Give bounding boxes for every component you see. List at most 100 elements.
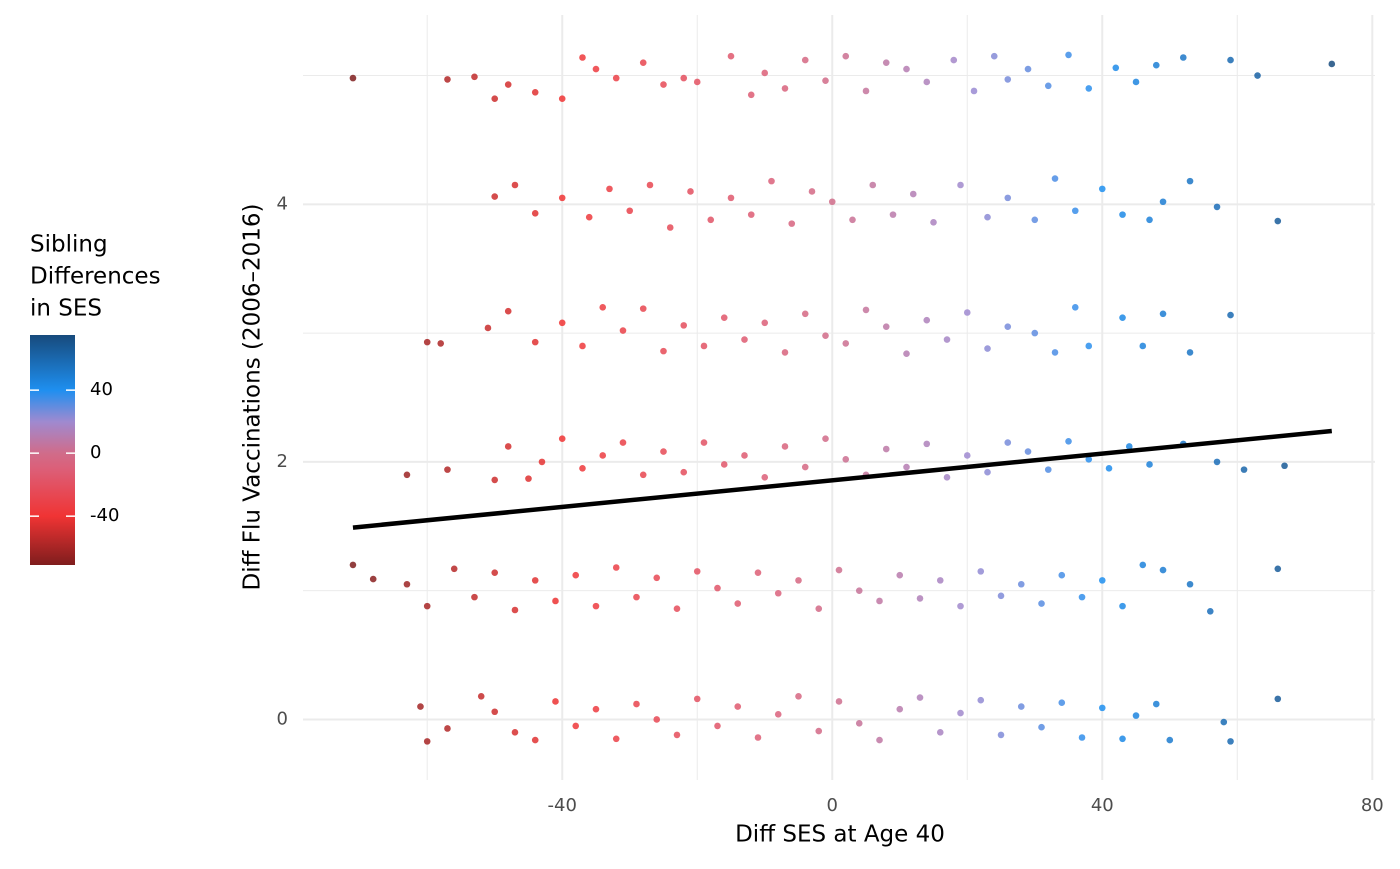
point <box>909 190 917 198</box>
point <box>417 703 424 710</box>
point <box>531 736 539 744</box>
point <box>1024 448 1032 455</box>
point <box>1186 580 1194 588</box>
point <box>862 87 870 95</box>
point <box>531 338 539 346</box>
point <box>801 310 809 318</box>
point <box>444 76 451 83</box>
point <box>896 705 904 713</box>
point <box>639 305 647 312</box>
point <box>943 474 951 481</box>
point <box>761 69 769 77</box>
point <box>572 722 580 730</box>
legend-title: in SES <box>30 296 102 322</box>
point <box>1227 738 1234 745</box>
point <box>741 336 748 343</box>
point <box>1051 175 1059 182</box>
point <box>963 452 971 459</box>
point <box>916 694 924 701</box>
point <box>855 720 863 727</box>
point <box>1139 342 1147 350</box>
point <box>1024 65 1032 73</box>
point <box>747 91 755 99</box>
point <box>747 211 755 218</box>
point <box>720 314 728 321</box>
point <box>768 177 775 185</box>
point <box>558 435 566 443</box>
point <box>444 466 451 473</box>
point <box>1220 718 1228 726</box>
point <box>990 52 998 60</box>
point <box>579 342 586 350</box>
point <box>693 78 701 86</box>
x-tick-label: 0 <box>827 795 838 816</box>
point <box>552 698 559 705</box>
point <box>680 322 688 329</box>
point <box>1152 700 1160 708</box>
point <box>720 461 728 468</box>
point <box>612 74 620 82</box>
point <box>1031 329 1039 337</box>
point <box>1328 60 1336 68</box>
point <box>1004 323 1012 330</box>
point <box>666 224 674 231</box>
point <box>639 471 647 479</box>
point <box>504 443 512 450</box>
point <box>693 695 701 703</box>
point <box>599 452 607 459</box>
point <box>1139 561 1147 569</box>
point <box>1044 82 1052 90</box>
point <box>788 220 796 227</box>
point <box>1125 443 1133 450</box>
y-tick-label: 0 <box>277 708 288 729</box>
point <box>646 181 654 189</box>
point <box>1065 437 1072 445</box>
point <box>531 577 539 584</box>
point <box>936 577 944 584</box>
point <box>795 577 802 584</box>
point <box>963 309 971 316</box>
point <box>923 316 931 324</box>
point <box>1098 577 1106 584</box>
point <box>930 219 937 226</box>
point <box>639 59 647 66</box>
point <box>653 716 661 723</box>
point <box>1186 349 1194 356</box>
point <box>606 185 613 193</box>
point <box>727 52 735 60</box>
point <box>511 729 519 736</box>
point <box>781 349 789 356</box>
point <box>842 52 850 60</box>
point <box>734 600 742 607</box>
point <box>754 734 762 741</box>
point <box>504 81 512 88</box>
point <box>1004 76 1012 83</box>
point <box>1058 571 1066 579</box>
y-axis-title: Diff Flu Vaccinations (2006–2016) <box>240 203 266 590</box>
point <box>1254 72 1261 79</box>
legend-title: Sibling <box>30 232 108 258</box>
point <box>491 569 499 576</box>
point <box>1058 699 1066 707</box>
point <box>774 589 782 597</box>
point <box>822 435 829 443</box>
point <box>700 342 708 350</box>
point <box>552 597 559 605</box>
point <box>707 216 715 224</box>
point <box>558 95 566 103</box>
point <box>680 74 688 82</box>
point <box>957 602 964 610</box>
point <box>1098 704 1106 712</box>
point <box>1119 735 1126 743</box>
point <box>1004 194 1012 202</box>
point <box>579 465 586 472</box>
point <box>1159 310 1167 318</box>
point <box>849 216 856 224</box>
point <box>471 73 478 81</box>
colorbar-label: 0 <box>90 442 101 463</box>
point <box>525 475 532 482</box>
point <box>471 593 478 601</box>
x-tick-label: -40 <box>548 795 577 816</box>
point <box>855 587 863 594</box>
trend-line <box>352 428 1333 530</box>
